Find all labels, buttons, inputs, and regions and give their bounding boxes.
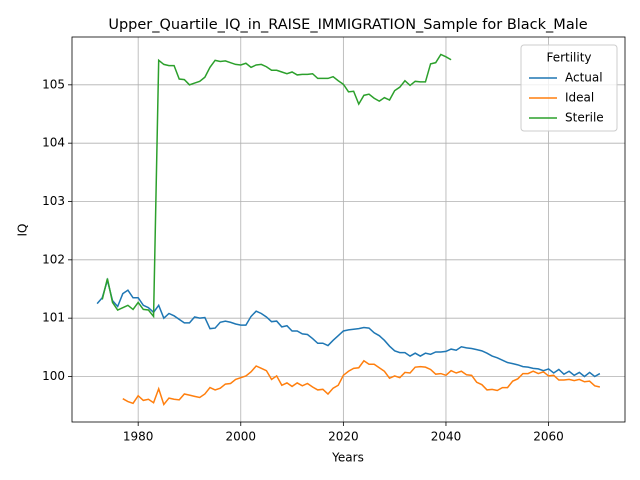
x-tick-label: 1980 (123, 430, 154, 444)
y-tick-label: 102 (42, 252, 65, 266)
legend-title: Fertility (546, 51, 591, 65)
line-series (101, 53, 452, 319)
chart-title: Upper_Quartile_IQ_in_RAISE_IMMIGRATION_S… (108, 17, 587, 33)
line-series (122, 359, 601, 407)
x-tick-label: 2060 (533, 430, 564, 444)
legend-label: Ideal (565, 91, 594, 105)
x-tick-label: 2040 (431, 430, 462, 444)
x-tick-label: 2020 (328, 430, 359, 444)
y-tick-label: 104 (42, 136, 65, 150)
x-tick-label: 2000 (225, 430, 256, 444)
y-tick-label: 105 (42, 77, 65, 91)
legend-label: Sterile (565, 111, 604, 125)
y-tick-label: 101 (42, 311, 65, 325)
plot-frame (71, 36, 626, 423)
y-tick-label: 103 (42, 194, 65, 208)
line-series (96, 277, 601, 378)
x-axis-label: Years (331, 451, 364, 465)
y-axis-label: IQ (16, 224, 30, 237)
y-tick-label: 100 (42, 369, 65, 383)
legend-label: Actual (565, 71, 603, 85)
legend-box (520, 44, 618, 132)
